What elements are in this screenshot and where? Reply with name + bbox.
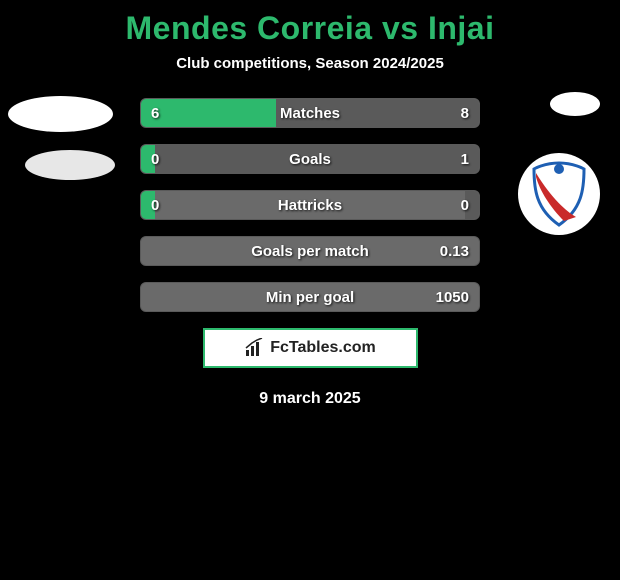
bar-right (276, 99, 479, 127)
stat-value-right: 0 (461, 191, 469, 219)
bar-chart-icon (244, 338, 264, 358)
stat-value-left: 6 (151, 99, 159, 127)
stat-label: Min per goal (141, 283, 479, 311)
stat-row-goals-per-match: Goals per match 0.13 (140, 236, 480, 266)
stat-value-right: 1050 (436, 283, 469, 311)
stat-value-right: 8 (461, 99, 469, 127)
team-left-shape-2 (25, 150, 115, 180)
content-area: 6 Matches 8 0 Goals 1 0 Hattricks 0 Goal… (0, 78, 620, 408)
stat-row-hattricks: 0 Hattricks 0 (140, 190, 480, 220)
stat-value-left: 0 (151, 145, 159, 173)
stat-row-goals: 0 Goals 1 (140, 144, 480, 174)
brand-box[interactable]: FcTables.com (203, 328, 418, 368)
stat-label: Goals per match (141, 237, 479, 265)
stat-value-right: 0.13 (440, 237, 469, 265)
shield-logo-icon (524, 159, 594, 229)
stat-value-right: 1 (461, 145, 469, 173)
header: Mendes Correia vs Injai Club competition… (0, 0, 620, 78)
stat-row-min-per-goal: Min per goal 1050 (140, 282, 480, 312)
brand-text: FcTables.com (270, 339, 376, 357)
stat-value-left: 0 (151, 191, 159, 219)
bar-left (141, 99, 276, 127)
stat-row-matches: 6 Matches 8 (140, 98, 480, 128)
stat-rows: 6 Matches 8 0 Goals 1 0 Hattricks 0 Goal… (140, 98, 480, 312)
team-right-shape-1 (550, 92, 600, 116)
page-subtitle: Club competitions, Season 2024/2025 (0, 55, 620, 72)
stat-label: Hattricks (141, 191, 479, 219)
bar-right (155, 145, 479, 173)
page-title: Mendes Correia vs Injai (0, 10, 620, 47)
team-left-shape-1 (8, 96, 113, 132)
footer-date: 9 march 2025 (0, 390, 620, 408)
team-right-logo (518, 153, 600, 235)
